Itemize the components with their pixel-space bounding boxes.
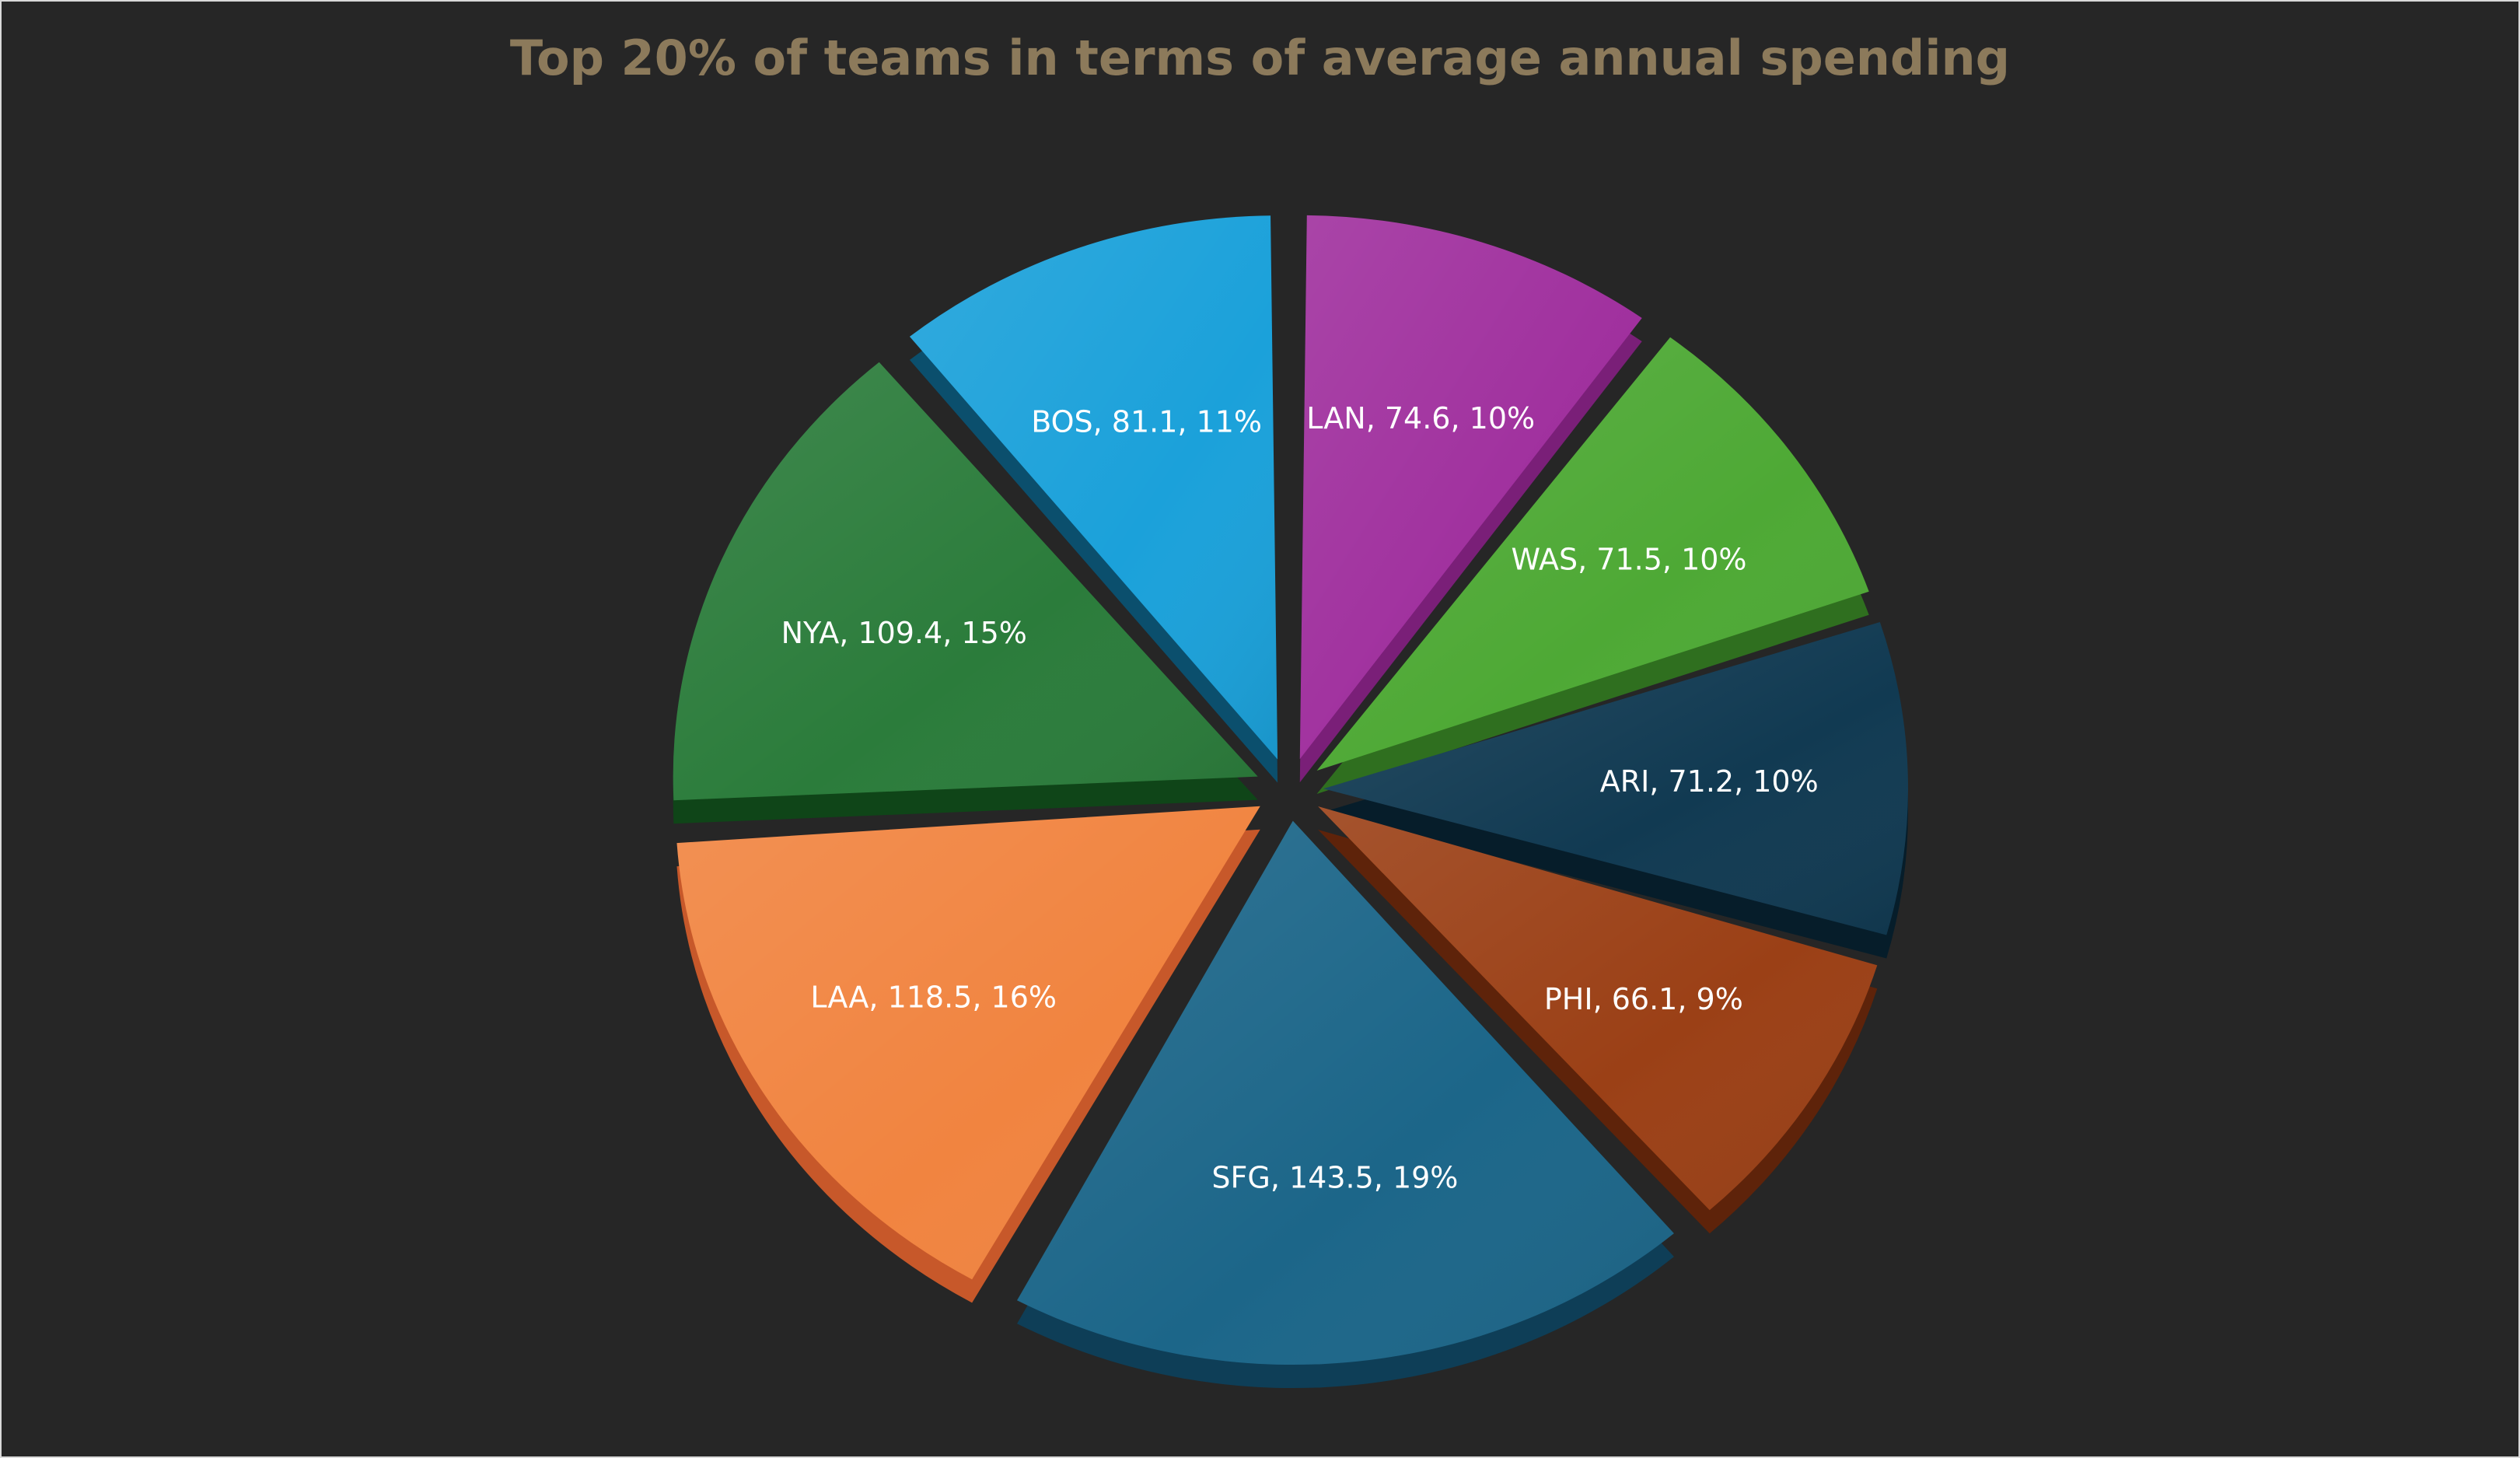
pie-slice-shine-sfg xyxy=(1017,820,1674,1365)
data-label-sfg: SFG, 143.5, 19% xyxy=(1211,1160,1458,1194)
data-label-laa: LAA, 118.5, 16% xyxy=(810,981,1057,1015)
pie-slice-shine-was xyxy=(1316,337,1869,771)
data-label-phi: PHI, 66.1, 9% xyxy=(1544,982,1743,1016)
chart-title: Top 20% of teams in terms of average ann… xyxy=(509,30,2011,86)
pie-slice-shine-lan xyxy=(1299,215,1642,760)
pie-slice-shine-nya xyxy=(673,362,1258,801)
data-label-nya: NYA, 109.4, 15% xyxy=(781,616,1027,650)
pie-slice-shine-ari xyxy=(1323,621,1908,935)
slice-tops xyxy=(673,215,1908,1365)
slice-labels: LAN, 74.6, 10% WAS, 71.5, 10% ARI, 71.2, 1… xyxy=(781,401,1819,1195)
pie-slice-shine-bos xyxy=(909,215,1278,760)
data-label-lan: LAN, 74.6, 10% xyxy=(1306,401,1535,435)
pie-slice-shine-phi xyxy=(1318,806,1878,1211)
data-label-bos: BOS, 81.1, 11% xyxy=(1031,404,1262,439)
pie-slice-shine-laa xyxy=(676,806,1260,1280)
data-label-ari: ARI, 71.2, 10% xyxy=(1600,764,1819,799)
data-label-was: WAS, 71.5, 10% xyxy=(1512,543,1747,577)
